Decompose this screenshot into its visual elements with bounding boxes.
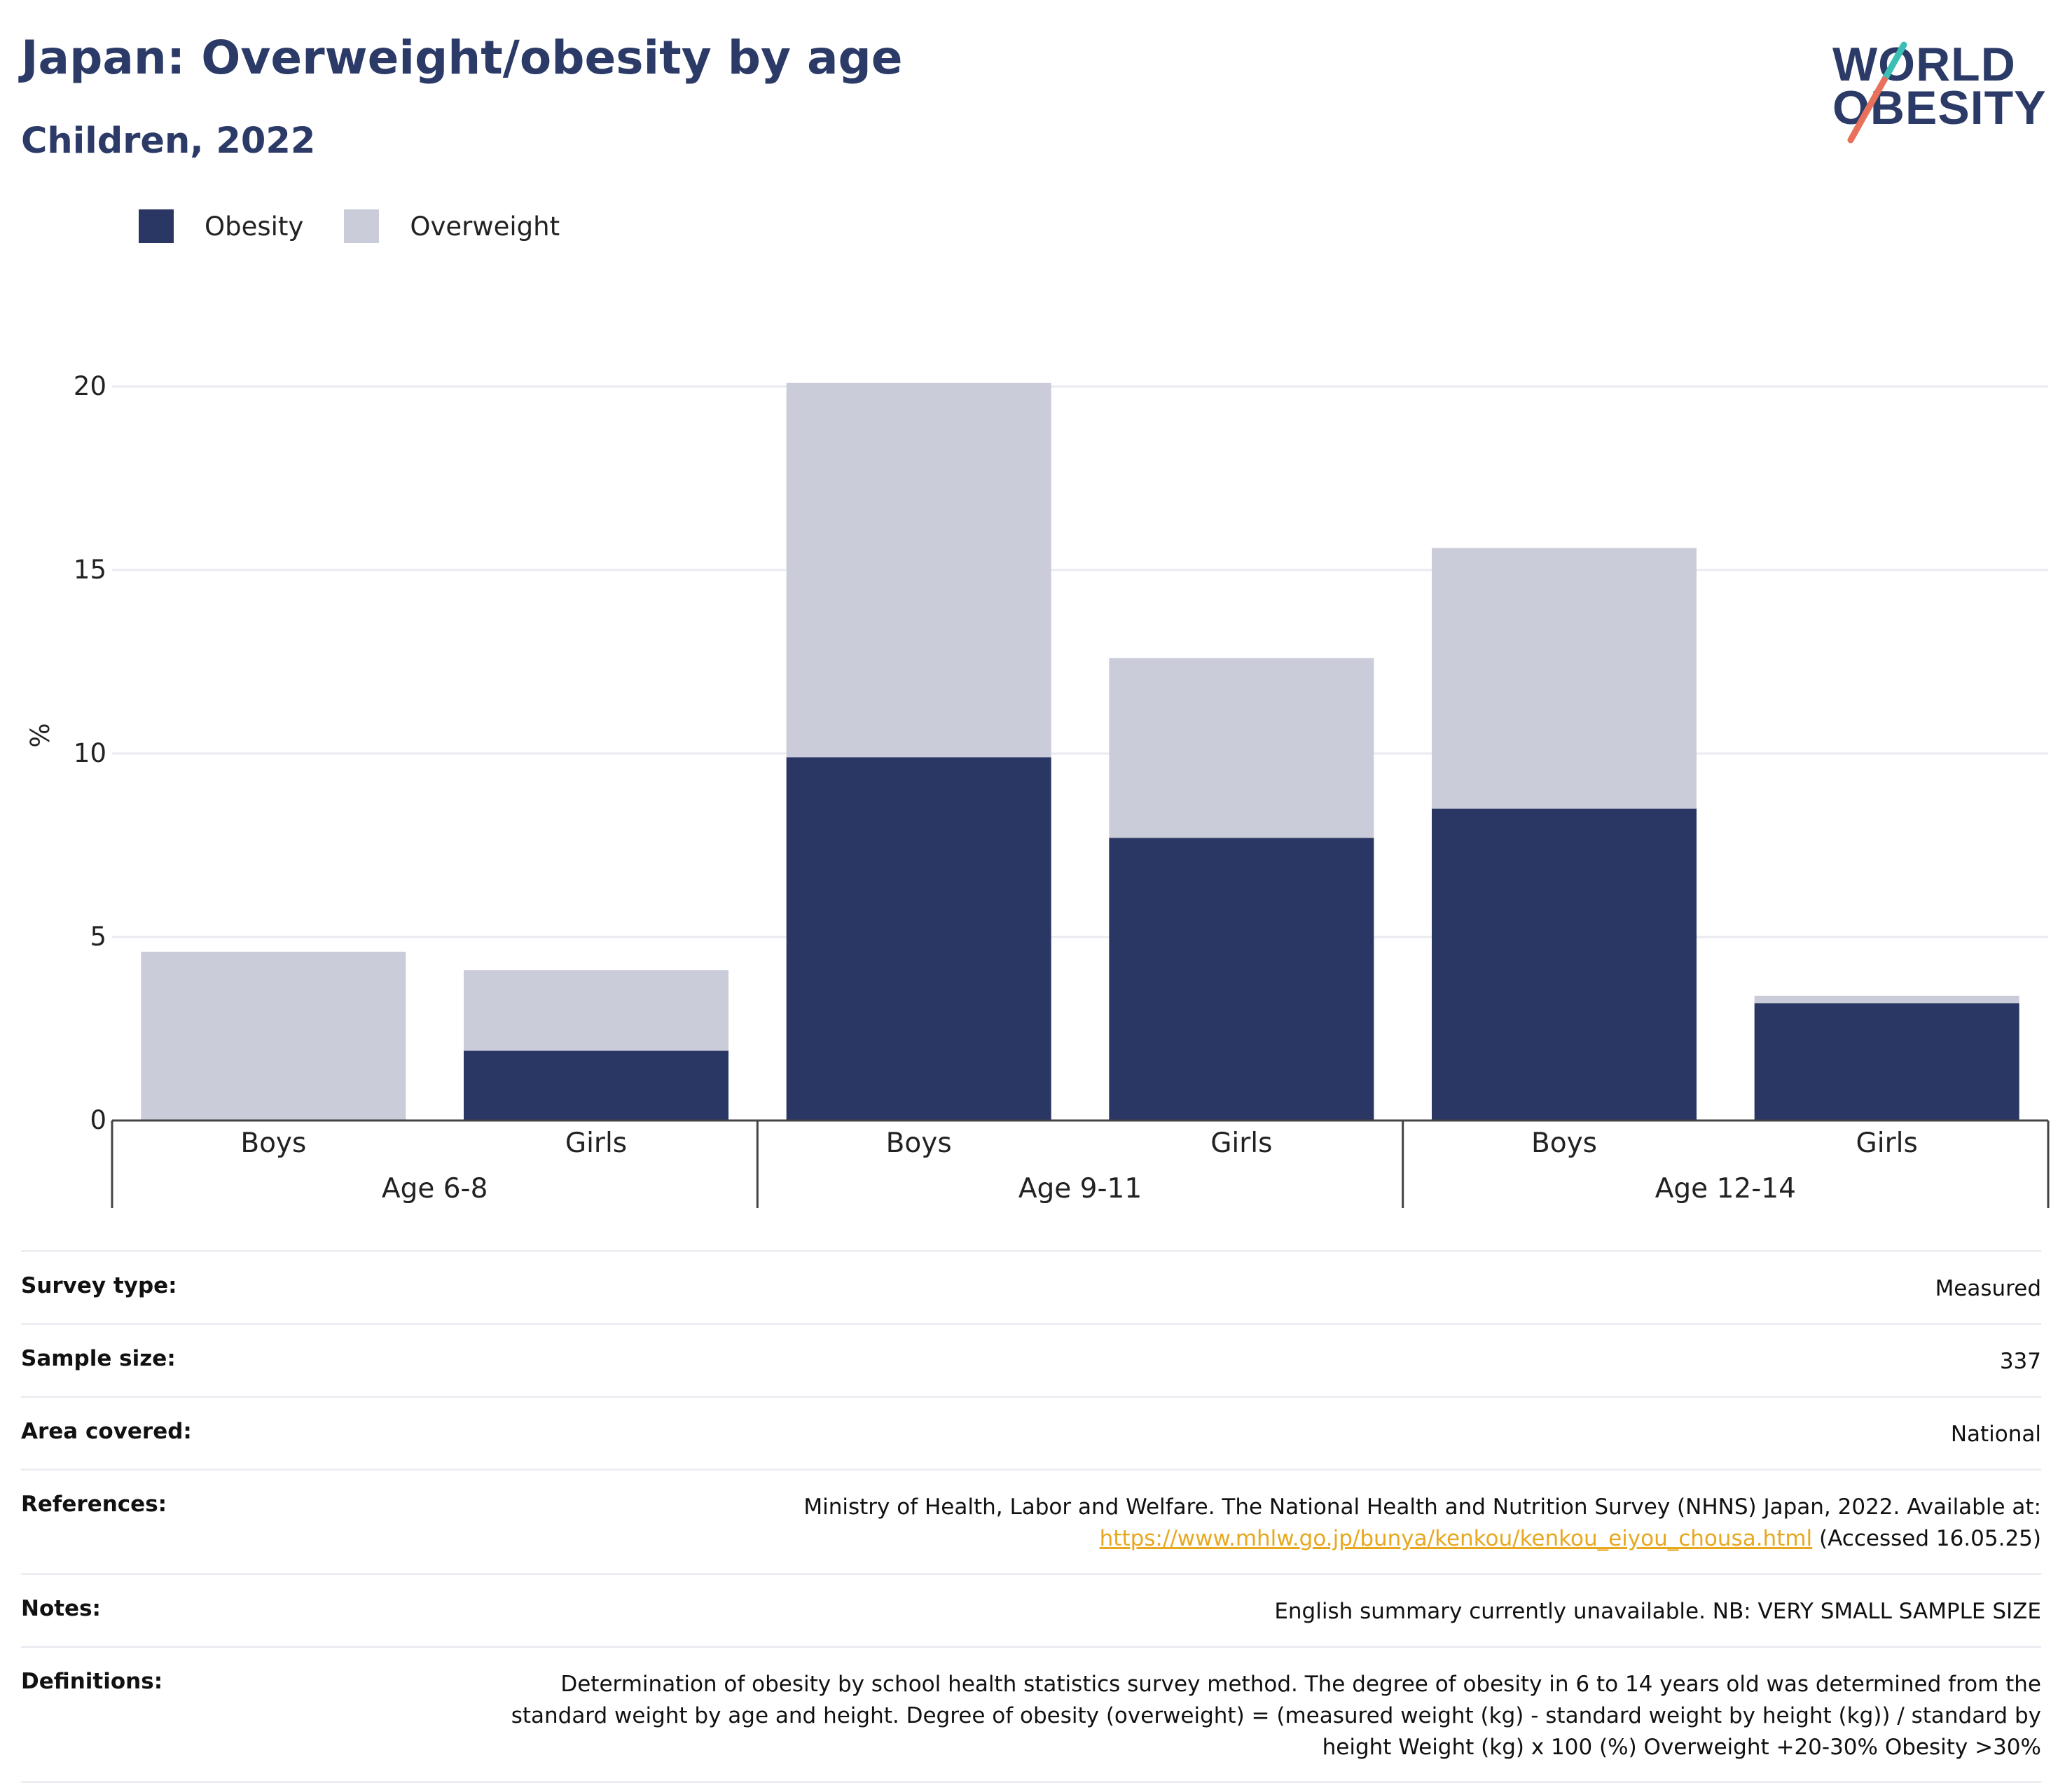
- info-row-area-covered: Area covered: National: [21, 1395, 2041, 1469]
- y-tick-label: 5: [90, 922, 106, 952]
- legend-item-overweight[interactable]: Overweight: [344, 209, 560, 243]
- info-row-survey-type: Survey type: Measured: [21, 1250, 2041, 1323]
- x-category-label: Boys: [886, 1128, 952, 1159]
- bar-obesity-4: [1432, 808, 1697, 1121]
- page-title: Japan: Overweight/obesity by age: [21, 31, 903, 85]
- info-label: References:: [21, 1491, 167, 1517]
- x-group-label: Age 12-14: [1655, 1173, 1796, 1205]
- world-obesity-logo: WORLD OBESITY: [1821, 35, 2052, 147]
- legend-label-overweight: Overweight: [410, 211, 560, 242]
- info-label: Definitions:: [21, 1668, 163, 1694]
- x-category-label: Girls: [1856, 1128, 1918, 1159]
- info-row-notes: Notes: English summary currently unavail…: [21, 1572, 2041, 1646]
- info-value: Ministry of Health, Labor and Welfare. T…: [803, 1492, 2041, 1555]
- info-value: English summary currently unavailable. N…: [1274, 1598, 2041, 1624]
- info-row-sample-size: Sample size: 337: [21, 1322, 2041, 1396]
- info-label: Notes:: [21, 1595, 101, 1621]
- stacked-bar-chart: 0 5 10 15 20% Boys Girls Boys Girls Boys Girls Age …: [25, 371, 2050, 1208]
- bar-obesity-2: [786, 757, 1051, 1121]
- y-tick-label: 15: [74, 555, 106, 585]
- bar-overweight-2: [786, 382, 1051, 758]
- bar-overweight-1: [464, 970, 728, 1051]
- legend-label-obesity: Obesity: [205, 211, 304, 242]
- info-label: Sample size:: [21, 1345, 176, 1371]
- y-tick-label: 20: [74, 371, 106, 401]
- page-subtitle: Children, 2022: [21, 120, 316, 162]
- survey-info-table: Survey type: Measured Sample size: 337 A…: [21, 1250, 2041, 1783]
- x-group-label: Age 9-11: [1018, 1173, 1142, 1205]
- logo-line-1: WORLD: [1832, 38, 2016, 91]
- reference-link[interactable]: https://www.mhlw.go.jp/bunya/kenkou/kenk…: [1099, 1525, 1813, 1551]
- info-value: 337: [1999, 1348, 2041, 1374]
- x-category-label: Girls: [565, 1128, 627, 1159]
- x-category-label: Boys: [240, 1128, 306, 1159]
- bar-obesity-5: [1754, 1003, 2019, 1121]
- logo-slash-icon: [1847, 41, 1907, 144]
- info-row-references: References: Ministry of Health, Labor an…: [21, 1468, 2041, 1573]
- x-group-label: Age 6-8: [382, 1173, 488, 1205]
- bar-overweight-3: [1109, 658, 1374, 838]
- reference-accessed: (Accessed 16.05.25): [1819, 1525, 2041, 1551]
- bar-obesity-1: [464, 1050, 728, 1121]
- info-value: National: [1950, 1421, 2041, 1447]
- x-category-label: Girls: [1210, 1128, 1272, 1159]
- reference-text: Ministry of Health, Labor and Welfare. T…: [803, 1494, 2041, 1520]
- chart-legend: Obesity Overweight: [139, 209, 600, 244]
- y-axis-label: %: [25, 723, 55, 747]
- bar-overweight-0: [141, 951, 406, 1121]
- x-category-label: Boys: [1531, 1128, 1597, 1159]
- info-row-definitions: Definitions: Determination of obesity by…: [21, 1645, 2041, 1783]
- y-tick-label: 10: [74, 738, 106, 768]
- legend-swatch-overweight: [344, 209, 380, 243]
- y-tick-label: 0: [90, 1105, 106, 1135]
- legend-swatch-obesity: [139, 209, 174, 243]
- legend-item-obesity[interactable]: Obesity: [139, 209, 303, 243]
- bar-overweight-5: [1754, 995, 2019, 1004]
- bar-overweight-4: [1432, 548, 1697, 809]
- bar-obesity-3: [1109, 838, 1374, 1121]
- info-value: Measured: [1935, 1276, 2041, 1301]
- info-label: Survey type:: [21, 1273, 177, 1298]
- info-value: Determination of obesity by school healt…: [511, 1671, 2041, 1760]
- info-label: Area covered:: [21, 1418, 192, 1444]
